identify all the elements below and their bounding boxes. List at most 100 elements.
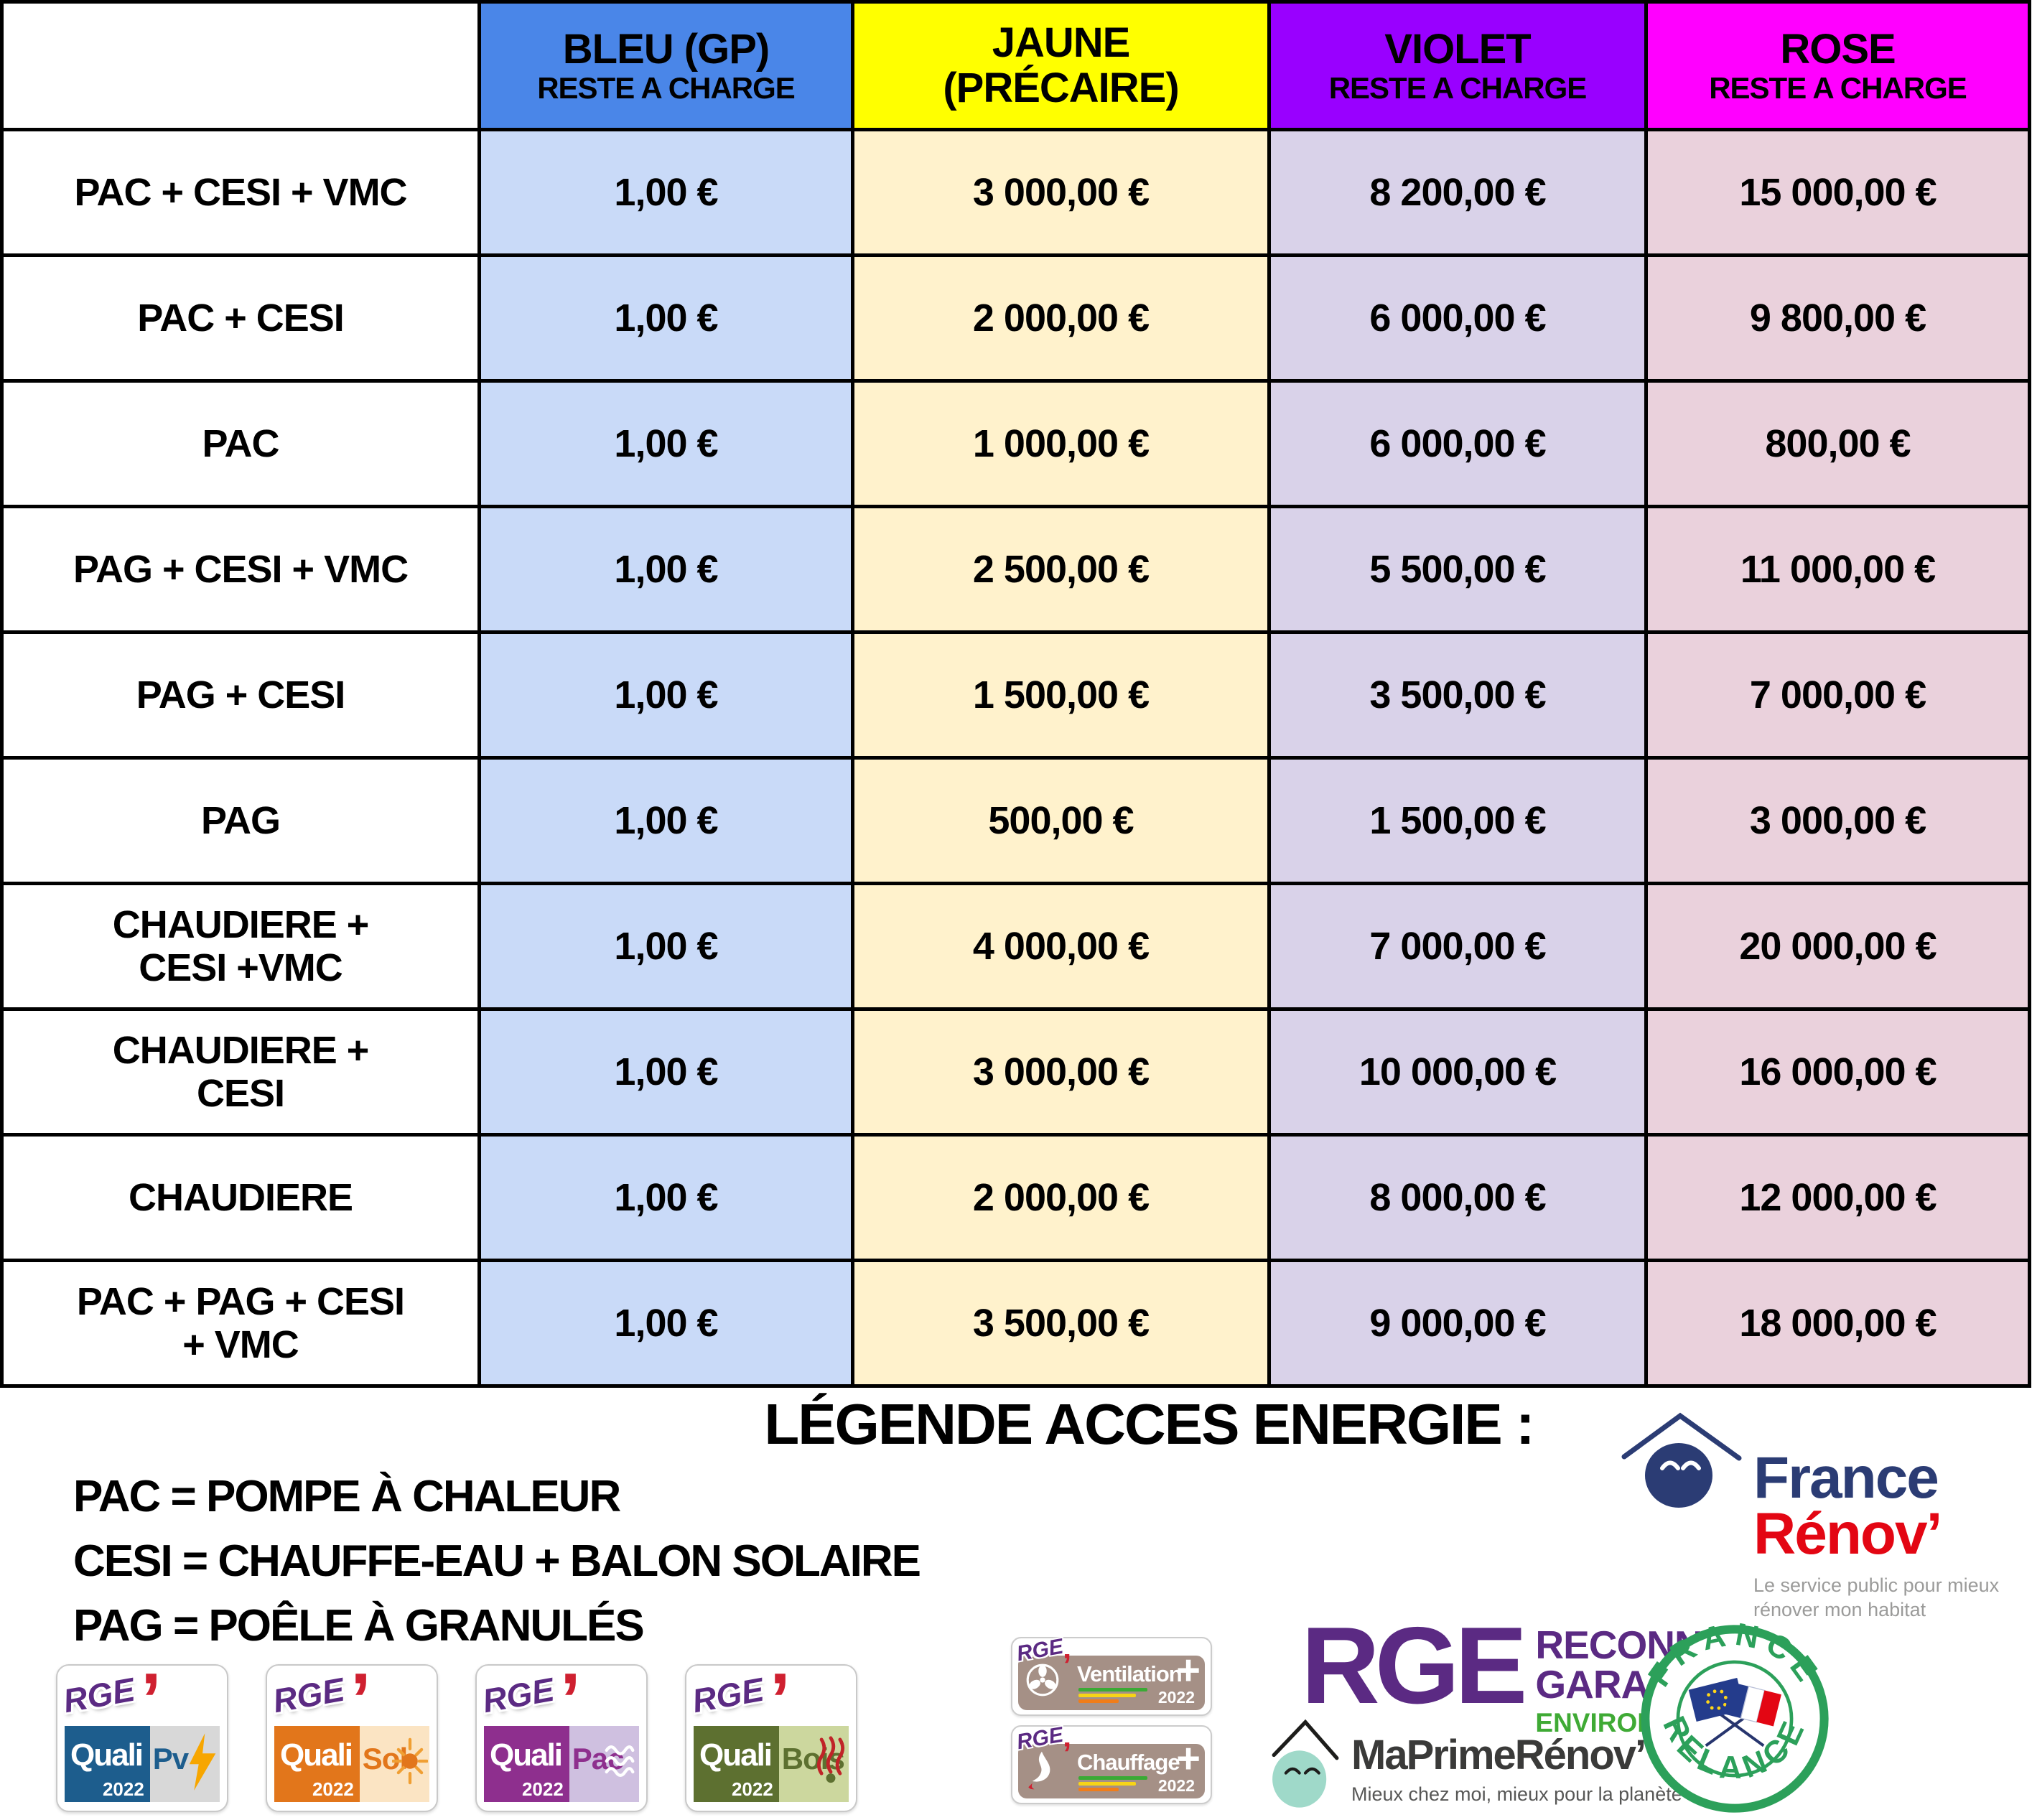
france-renov-tagline: Le service public pour mieux rénover mon… — [1753, 1574, 2000, 1620]
table-row: PAC + CESI + VMC 1,00 €3 000,00 €8 200,00… — [0, 128, 2031, 257]
column-title: ROSE — [1780, 26, 1896, 73]
table-row: CHAUDIERE 1,00 €2 000,00 €8 000,00 €12 00… — [0, 1133, 2031, 1262]
rge-quali-pv-badge: RGE’ Quali 2022 Pv — [56, 1658, 228, 1812]
waves-icon — [605, 1745, 635, 1778]
column-title: VIOLET — [1384, 26, 1531, 73]
price-cell: 2 000,00 € — [851, 1133, 1271, 1262]
column-title: JAUNE — [992, 19, 1131, 66]
lightning-icon — [189, 1733, 216, 1791]
rge-label: RGE — [60, 1670, 138, 1720]
price-cell: 1,00 € — [477, 756, 854, 885]
legend-item-pag: PAG = POÊLE À GRANULÉS — [73, 1601, 645, 1651]
price-cell: 4 000,00 € — [851, 882, 1271, 1011]
quali-name: Pv — [152, 1742, 189, 1775]
price-cell: 6 000,00 € — [1267, 253, 1648, 383]
flame-icon — [1028, 1751, 1050, 1790]
maprimerenov-tagline: Mieux chez moi, mieux pour la planète — [1351, 1783, 1682, 1805]
table-row: CHAUDIERE + CESI 1,00 €3 000,00 €10 000,0… — [0, 1007, 2031, 1137]
plus-sign: + — [1176, 1647, 1201, 1694]
price-cell: 16 000,00 € — [1644, 1007, 2031, 1137]
table-row: PAC + CESI 1,00 €2 000,00 €6 000,00 €9 80… — [0, 253, 2031, 383]
crossed-flags-icon — [1688, 1677, 1781, 1747]
price-cell: 8 200,00 € — [1267, 128, 1648, 257]
quali-label: Quali — [699, 1737, 773, 1773]
maprimerenov-logo: MaPrimeRénov’ Mieux chez moi, mieux pour… — [1271, 1716, 1682, 1809]
column-title-line2: (PRÉCAIRE) — [943, 64, 1179, 111]
maprimerenov-house-icon — [1272, 1719, 1339, 1808]
badge-year: 2022 — [102, 1778, 144, 1800]
rge-label: RGE — [270, 1670, 348, 1720]
badge-year: 2022 — [521, 1778, 564, 1800]
price-cell: 15 000,00 € — [1644, 128, 2031, 257]
price-cell: 3 500,00 € — [851, 1259, 1271, 1388]
price-cell: 6 000,00 € — [1267, 379, 1648, 508]
france-renov-text: France Rénov’ Le service public pour mie… — [1753, 1445, 2000, 1622]
row-label: CHAUDIERE + CESI — [0, 1007, 481, 1137]
badge-year: 2022 — [1157, 1776, 1195, 1795]
table-row: PAC + PAG + CESI + VMC 1,00 €3 500,00 €9 … — [0, 1259, 2031, 1388]
red-comma-icon: ’ — [350, 1658, 371, 1742]
column-subtitle: RESTE A CHARGE — [1709, 70, 1967, 105]
table-row: CHAUDIERE + CESI +VMC 1,00 €4 000,00 €7 0… — [0, 882, 2031, 1011]
plus-sign: + — [1176, 1735, 1201, 1782]
row-label: PAC + CESI + VMC — [0, 128, 481, 257]
energy-class-lines — [1078, 1774, 1147, 1791]
price-cell: 1,00 € — [477, 882, 854, 1011]
heat-lines-icon — [816, 1736, 845, 1783]
table-row: PAC 1,00 €1 000,00 €6 000,00 €800,00 € — [0, 379, 2031, 508]
red-comma-icon: ’ — [1063, 1648, 1072, 1683]
price-cell: 2 500,00 € — [851, 505, 1271, 634]
price-cell: 1,00 € — [477, 1133, 854, 1262]
price-cell: 1,00 € — [477, 505, 854, 634]
column-subtitle: RESTE A CHARGE — [1328, 70, 1588, 105]
legend-item-cesi: CESI = CHAUFFE-EAU + BALON SOLAIRE — [73, 1536, 921, 1586]
price-cell: 1,00 € — [477, 1007, 854, 1137]
price-cell: 1,00 € — [477, 630, 854, 760]
rge-plus-badges: RGE’ Ventilation +2022 RGE’ Chauffage +2022 — [1011, 1635, 1212, 1814]
legend-items: PAC = POMPE À CHALEUR CESI = CHAUFFE-EAU… — [73, 1465, 921, 1658]
price-cell: 3 500,00 € — [1267, 630, 1648, 760]
price-cell: 3 000,00 € — [851, 1007, 1271, 1137]
rge-label: RGE — [480, 1670, 557, 1720]
price-cell: 1,00 € — [477, 128, 854, 257]
quali-label: Quali — [490, 1737, 563, 1773]
quali-label: Quali — [70, 1737, 144, 1773]
rge-wordmark: RGE — [1301, 1605, 1527, 1727]
price-cell: 10 000,00 € — [1267, 1007, 1648, 1137]
badge-year: 2022 — [731, 1778, 773, 1800]
price-cell: 5 500,00 € — [1267, 505, 1648, 634]
table-row: PAG + CESI 1,00 €1 500,00 €3 500,00 €7 00… — [0, 630, 2031, 760]
france-renov-line1: France — [1753, 1445, 1939, 1511]
rge-chauffage-plus-badge: RGE’ Chauffage +2022 — [1011, 1723, 1212, 1804]
column-title: BLEU (GP) — [562, 26, 770, 73]
rge-quali-sol-badge: RGE’ Quali 2022 Sol — [266, 1658, 438, 1812]
badge-label: Chauffage — [1077, 1750, 1180, 1775]
legend-title: LÉGENDE ACCES ENERGIE : — [764, 1392, 1534, 1456]
france-relance-logo: FRANCE RELANCE — [1639, 1617, 1831, 1819]
price-cell: 20 000,00 € — [1644, 882, 2031, 1011]
price-cell: 7 000,00 € — [1267, 882, 1648, 1011]
rge-ventilation-plus-badge: RGE’ Ventilation +2022 — [1011, 1635, 1212, 1716]
sun-icon — [391, 1737, 429, 1785]
red-comma-icon: ’ — [1063, 1736, 1072, 1771]
price-cell: 18 000,00 € — [1644, 1259, 2031, 1388]
price-cell: 1 500,00 € — [851, 630, 1271, 760]
row-label: PAG + CESI + VMC — [0, 505, 481, 634]
price-cell: 2 000,00 € — [851, 253, 1271, 383]
red-comma-icon: ’ — [141, 1658, 162, 1742]
price-cell: 3 000,00 € — [1644, 756, 2031, 885]
red-comma-icon: ’ — [770, 1658, 791, 1742]
legend-item-pac: PAC = POMPE À CHALEUR — [73, 1472, 621, 1521]
row-label: PAC — [0, 379, 481, 508]
badge-year: 2022 — [312, 1778, 354, 1800]
table-row: PAG + CESI + VMC 1,00 €2 500,00 €5 500,00… — [0, 505, 2031, 634]
pricing-table: BLEU (GP) RESTE A CHARGE JAUNE (PRÉCAIRE) VI… — [0, 0, 2031, 1388]
price-cell: 12 000,00 € — [1644, 1133, 2031, 1262]
row-label: PAG — [0, 756, 481, 885]
maprimerenov-title: MaPrimeRénov’ — [1351, 1732, 1646, 1778]
column-subtitle: RESTE A CHARGE — [537, 70, 796, 105]
badge-label: Ventilation — [1077, 1661, 1183, 1686]
price-cell: 1 000,00 € — [851, 379, 1271, 508]
row-label: CHAUDIERE + CESI +VMC — [0, 882, 481, 1011]
